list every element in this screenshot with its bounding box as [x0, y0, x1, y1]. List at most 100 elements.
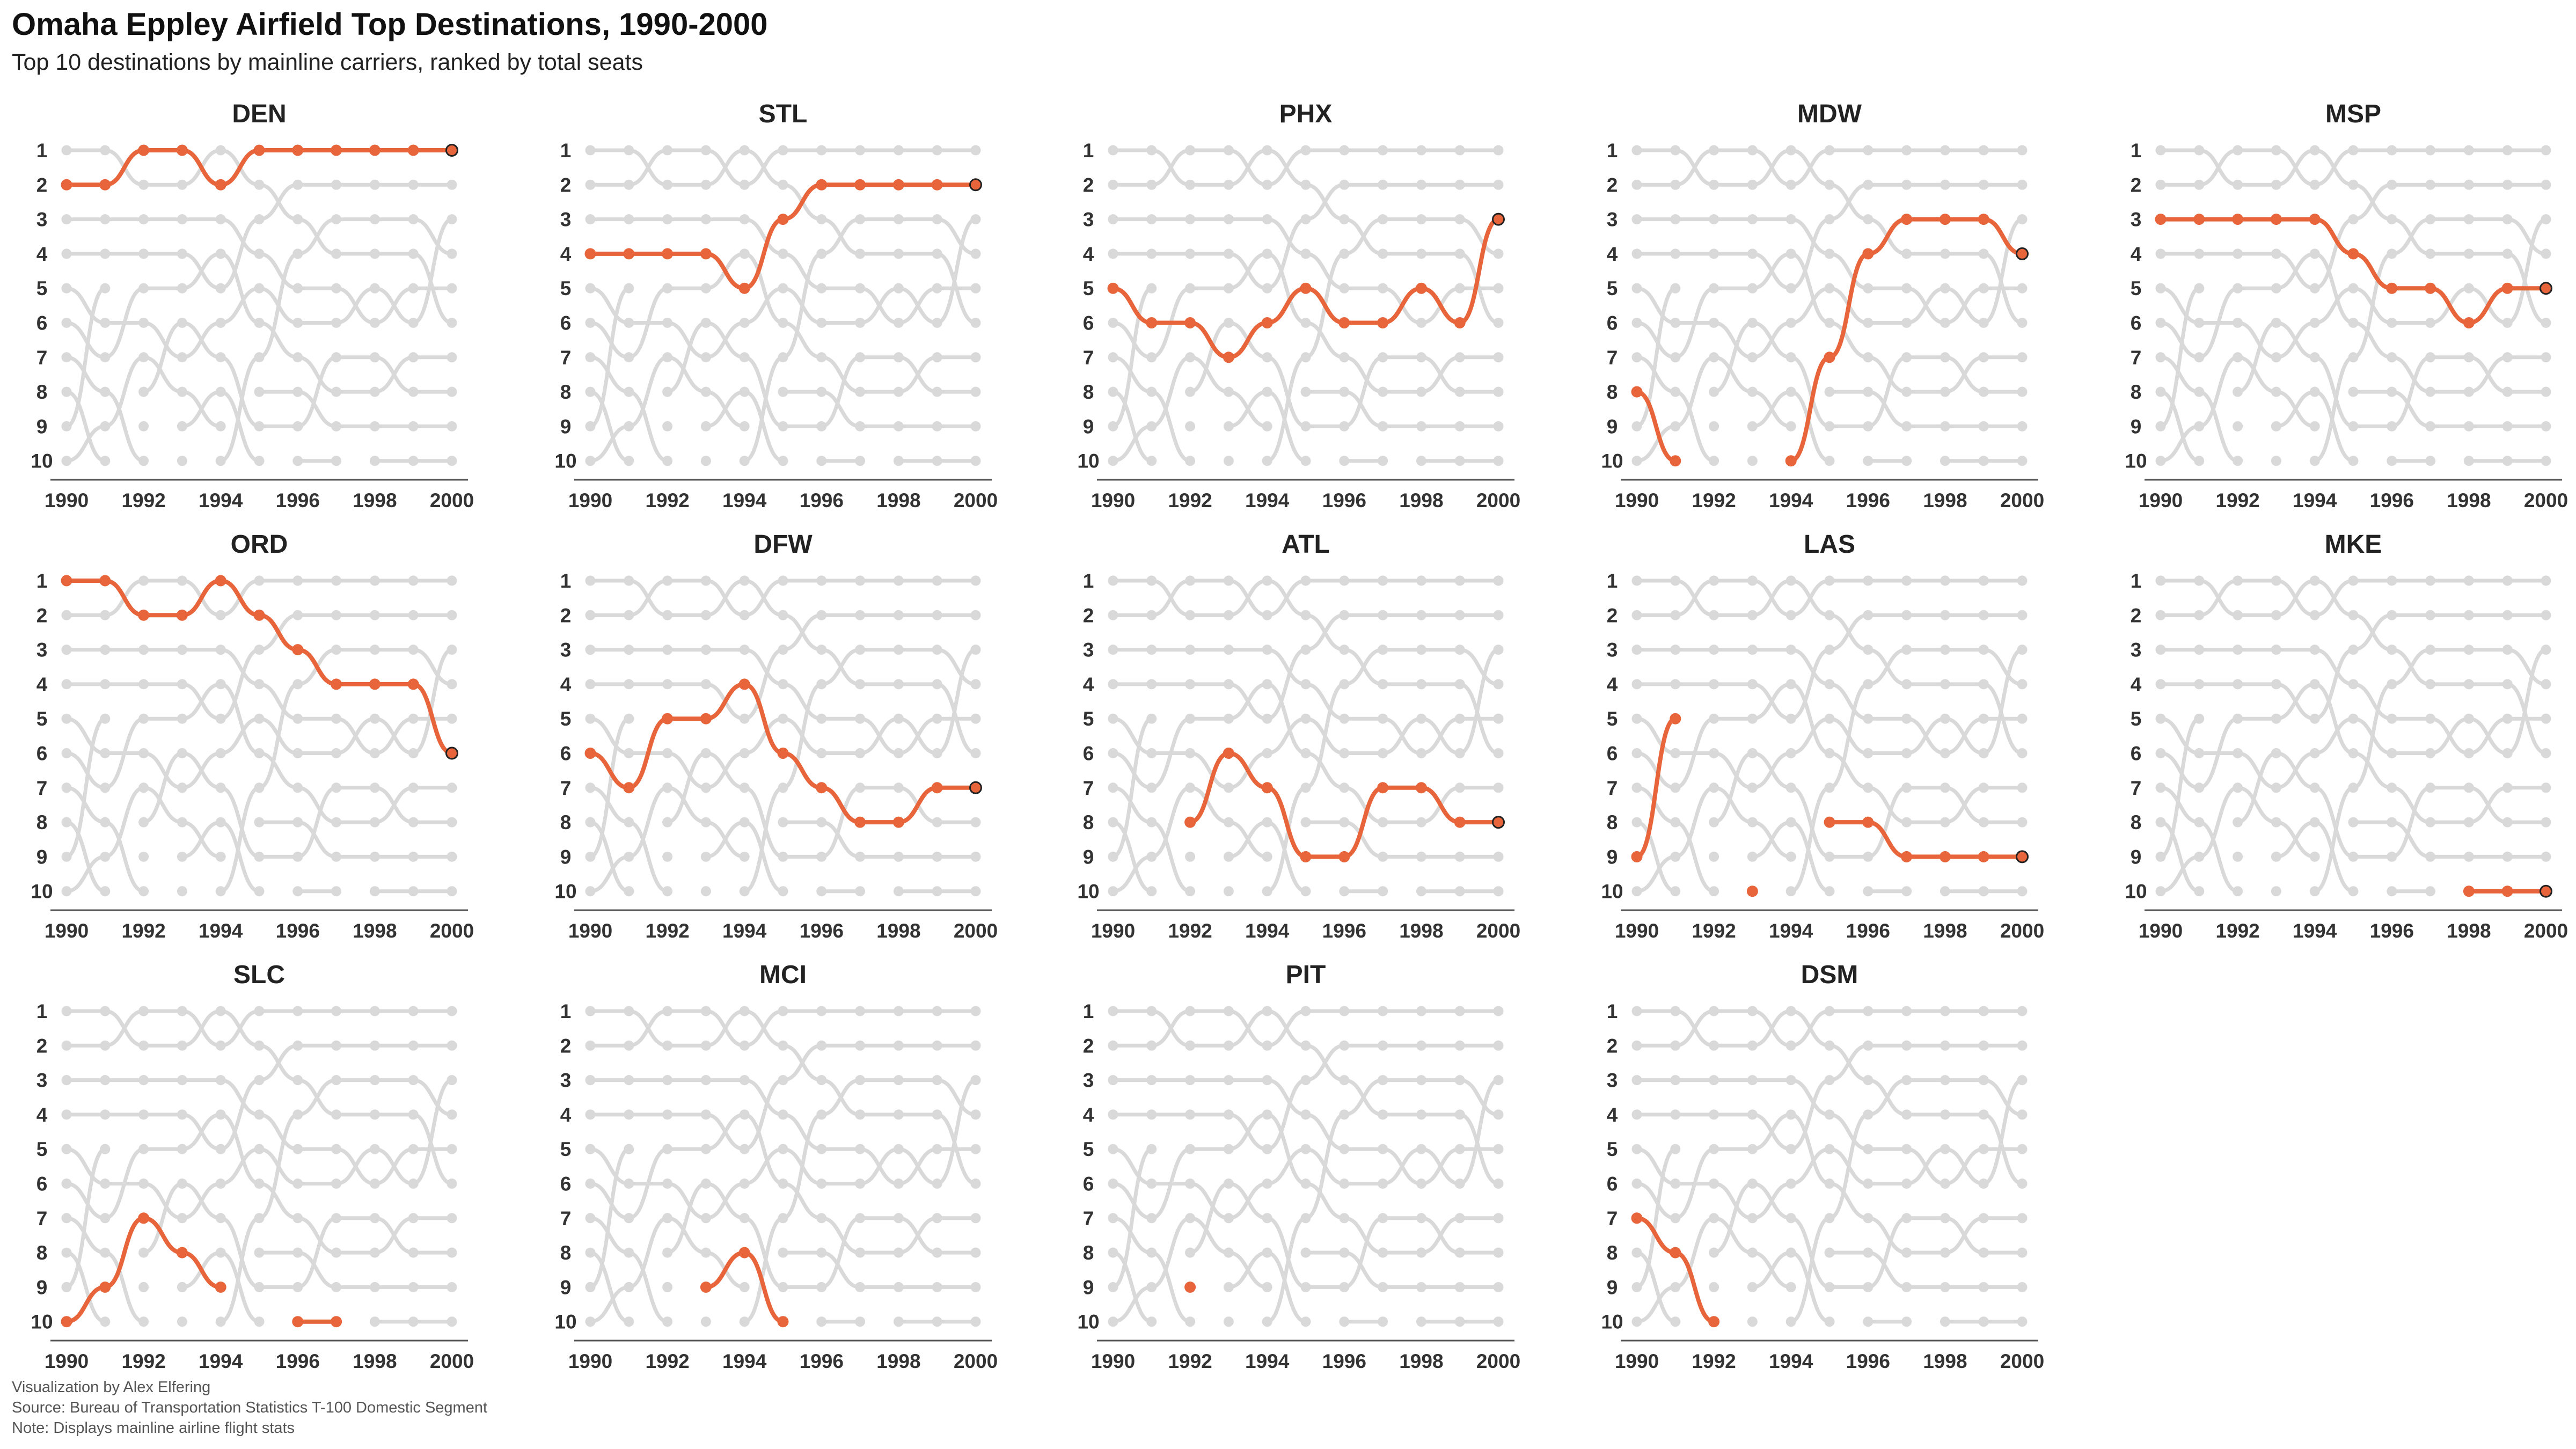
y-tick-label: 9	[560, 415, 572, 437]
background-series-point	[2309, 575, 2320, 586]
background-series-point	[138, 1247, 149, 1258]
background-series-line	[1635, 1216, 1793, 1324]
background-series-point	[100, 248, 111, 259]
x-tick-label: 1996	[2370, 920, 2414, 942]
background-series-point	[447, 1144, 457, 1154]
background-series-point	[1670, 851, 1681, 862]
x-tick-label: 1992	[1168, 1350, 1212, 1372]
background-series-point	[700, 352, 711, 363]
background-series-point	[1493, 1006, 1504, 1016]
x-tick-label: 2000	[430, 489, 474, 511]
background-series-point	[2463, 214, 2474, 225]
background-series-point	[369, 1213, 380, 1224]
background-series-point	[1747, 386, 1758, 397]
background-series-point	[138, 1006, 149, 1016]
background-series-point	[177, 179, 187, 190]
background-series-point	[2502, 386, 2513, 397]
highlight-series-point	[292, 1316, 304, 1328]
background-series-point	[1416, 1179, 1426, 1189]
background-series-point	[2541, 610, 2551, 620]
y-tick-label: 9	[1083, 415, 1094, 437]
background-series-point	[1747, 645, 1758, 655]
background-series-point	[1670, 575, 1681, 586]
background-series-point	[1940, 145, 1950, 156]
background-series-point	[447, 1213, 457, 1224]
background-series-point	[447, 248, 457, 259]
background-series-point	[1747, 1006, 1758, 1016]
background-series-line	[1635, 1043, 2024, 1151]
background-series-point	[1709, 1179, 1719, 1189]
background-series-point	[932, 1006, 942, 1016]
background-series-line	[1111, 579, 1501, 617]
background-series-point	[1108, 886, 1118, 897]
background-series-point	[1185, 575, 1196, 586]
background-series-point	[855, 283, 866, 294]
background-series-point	[177, 1179, 187, 1189]
background-series-point	[816, 1109, 827, 1120]
background-series-point	[1493, 886, 1504, 897]
background-series-point	[778, 1213, 788, 1224]
background-series-point	[1863, 386, 1874, 397]
background-series-point	[331, 1213, 342, 1224]
background-series-point	[177, 352, 187, 363]
background-series-point	[816, 817, 827, 828]
panel-title: MCI	[759, 961, 807, 989]
background-series-point	[1901, 1144, 1912, 1154]
background-series-point	[2463, 283, 2474, 294]
background-series-point	[2233, 318, 2243, 328]
background-series-point	[2348, 645, 2359, 655]
background-series-point	[2541, 214, 2551, 225]
background-series-line	[64, 252, 454, 394]
x-tick-label: 1992	[1692, 1350, 1736, 1372]
background-series-point	[1108, 782, 1118, 793]
background-series-line	[1111, 648, 1501, 756]
background-series-point	[447, 1179, 457, 1189]
highlight-series-point	[777, 1316, 789, 1328]
background-series-point	[893, 352, 904, 363]
background-series-point	[1146, 1109, 1157, 1120]
background-series-point	[855, 1075, 866, 1086]
background-series-point	[1300, 1316, 1311, 1327]
background-series-point	[369, 1006, 380, 1016]
background-series-point	[1262, 214, 1272, 225]
background-series-point	[2348, 179, 2359, 190]
background-series-point	[624, 352, 634, 363]
background-series-point	[2155, 817, 2166, 828]
background-series-point	[2425, 886, 2436, 897]
background-series-point	[2541, 386, 2551, 397]
background-series-point	[2233, 283, 2243, 294]
background-series-point	[1416, 817, 1426, 828]
background-series-point	[2348, 610, 2359, 620]
background-series-point	[932, 713, 942, 724]
background-series-point	[138, 713, 149, 724]
background-series-point	[408, 214, 419, 225]
background-series-point	[1670, 1109, 1681, 1120]
background-series-point	[1185, 214, 1196, 225]
highlight-series-point	[1184, 317, 1196, 328]
background-series-point	[1454, 456, 1465, 466]
background-series-point	[1901, 1282, 1912, 1292]
panel-title: MDW	[1797, 100, 1862, 128]
background-series-point	[1416, 214, 1426, 225]
background-series-line	[588, 1113, 978, 1255]
highlight-series-point	[931, 179, 943, 191]
x-tick-label: 1998	[1923, 1350, 1967, 1372]
highlight-series-point	[700, 713, 712, 724]
background-series-point	[662, 782, 673, 793]
background-series-point	[662, 1213, 673, 1224]
highlight-series-point	[1223, 352, 1234, 363]
background-series-point	[700, 851, 711, 862]
background-series-point	[1108, 179, 1118, 190]
background-series-point	[739, 456, 750, 466]
background-series-point	[254, 713, 265, 724]
background-series-point	[1108, 1282, 1118, 1292]
highlight-series-point	[892, 816, 904, 828]
background-series-point	[331, 886, 342, 897]
highlight-endpoint-point	[1492, 816, 1505, 829]
background-series-point	[1262, 1006, 1272, 1016]
background-series-point	[2425, 421, 2436, 431]
background-series-point	[1146, 817, 1157, 828]
background-series-point	[1223, 782, 1234, 793]
background-series-point	[138, 1040, 149, 1051]
